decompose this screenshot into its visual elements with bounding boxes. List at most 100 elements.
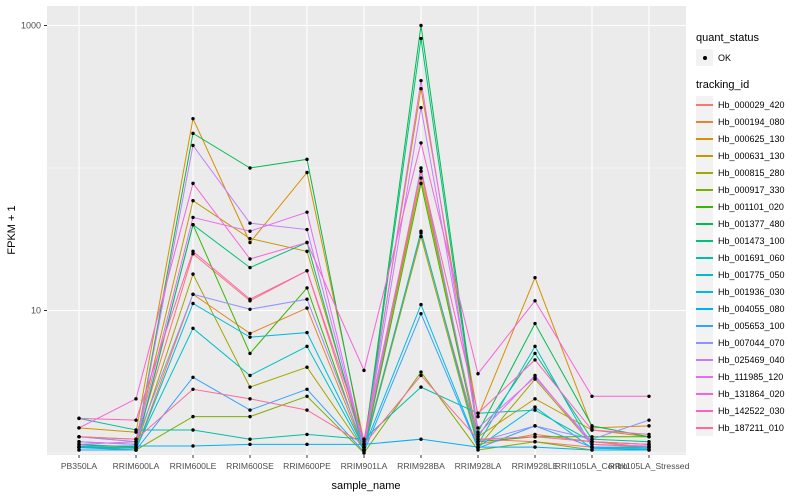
data-point bbox=[647, 442, 651, 447]
data-point bbox=[590, 428, 594, 432]
legend-item-tracking-id: Hb_000917_330 bbox=[696, 181, 798, 198]
data-point bbox=[191, 326, 195, 331]
data-point bbox=[362, 440, 366, 444]
series-color-swatch bbox=[696, 239, 713, 242]
x-tick-label: RRIM928BA bbox=[397, 461, 445, 471]
data-point bbox=[134, 448, 138, 452]
legend-item-label: Hb_131864_020 bbox=[718, 388, 785, 399]
data-point bbox=[134, 437, 138, 441]
data-point bbox=[476, 414, 480, 419]
legend-item-tracking-id: Hb_001377_480 bbox=[696, 215, 798, 232]
legend-key-line bbox=[696, 419, 713, 436]
legend-item-tracking-id: Hb_000029_420 bbox=[696, 96, 798, 113]
data-point bbox=[533, 321, 537, 326]
legend-item-tracking-id: Hb_025469_040 bbox=[696, 351, 798, 368]
data-point bbox=[647, 440, 651, 444]
legend-item-label: Hb_001775_050 bbox=[718, 269, 785, 280]
series-color-swatch bbox=[696, 205, 713, 208]
data-point bbox=[305, 240, 309, 245]
data-point bbox=[419, 169, 423, 173]
data-point bbox=[305, 394, 309, 398]
data-point bbox=[248, 397, 252, 401]
data-point bbox=[590, 448, 594, 452]
series-color-swatch bbox=[696, 120, 713, 123]
x-tick-label: RRIM600PE bbox=[283, 461, 331, 471]
data-point bbox=[476, 442, 480, 447]
data-point bbox=[362, 445, 366, 449]
data-point bbox=[305, 387, 309, 391]
series-color-swatch bbox=[696, 171, 713, 174]
data-point bbox=[476, 432, 480, 437]
data-point bbox=[77, 448, 81, 452]
data-point bbox=[191, 143, 195, 148]
legend-key-line bbox=[696, 147, 713, 164]
legend-item-label: OK bbox=[718, 52, 732, 63]
data-point bbox=[248, 297, 252, 301]
data-point bbox=[419, 437, 423, 441]
legend-item-tracking-id: Hb_001691_060 bbox=[696, 249, 798, 266]
series-color-swatch bbox=[696, 307, 713, 310]
legend-key-line bbox=[696, 385, 713, 402]
x-tick-label: RRIM928LE bbox=[512, 461, 559, 471]
data-point bbox=[77, 435, 81, 439]
legend-key-line bbox=[696, 300, 713, 317]
data-point bbox=[248, 442, 252, 447]
data-point bbox=[305, 297, 309, 301]
legend-item-label: Hb_111985_120 bbox=[718, 371, 784, 382]
data-point bbox=[647, 418, 651, 422]
series-color-swatch bbox=[696, 324, 713, 327]
data-point bbox=[134, 418, 138, 422]
legend-item-tracking-id: Hb_000194_080 bbox=[696, 113, 798, 130]
data-point bbox=[533, 445, 537, 449]
data-point bbox=[647, 448, 651, 452]
series-color-swatch bbox=[696, 256, 713, 259]
data-point bbox=[77, 416, 81, 421]
data-point bbox=[533, 344, 537, 349]
legend-item-tracking-id: Hb_004055_080 bbox=[696, 300, 798, 317]
x-tick-label: RRIM901LA bbox=[341, 461, 388, 471]
legend-item-label: Hb_000815_280 bbox=[718, 167, 785, 178]
data-point bbox=[476, 372, 480, 376]
data-point bbox=[248, 335, 252, 339]
data-point bbox=[305, 442, 309, 447]
data-point bbox=[419, 87, 423, 91]
legend-item-tracking-id: Hb_001473_100 bbox=[696, 232, 798, 249]
x-axis-title: sample_name bbox=[331, 480, 400, 492]
data-point bbox=[476, 426, 480, 430]
data-point bbox=[476, 411, 480, 415]
legend-item-label: Hb_001377_480 bbox=[718, 218, 785, 229]
data-point bbox=[77, 440, 81, 444]
data-point bbox=[305, 344, 309, 349]
point-marker-icon bbox=[702, 55, 707, 60]
legend-item-label: Hb_001691_060 bbox=[718, 252, 785, 263]
data-point bbox=[305, 330, 309, 335]
legend-key-line bbox=[696, 283, 713, 300]
data-point bbox=[419, 234, 423, 239]
series-color-swatch bbox=[696, 222, 713, 225]
data-point bbox=[248, 351, 252, 356]
series-color-swatch bbox=[696, 426, 713, 429]
legend-item-label: Hb_004055_080 bbox=[718, 303, 785, 314]
data-point bbox=[533, 432, 537, 437]
legend-key-line bbox=[696, 96, 713, 113]
data-point bbox=[191, 181, 195, 186]
data-point bbox=[248, 240, 252, 245]
legend-title-tracking-id: tracking_id bbox=[696, 79, 750, 91]
data-point bbox=[305, 306, 309, 310]
data-point bbox=[248, 236, 252, 241]
data-point bbox=[419, 311, 423, 316]
data-point bbox=[191, 249, 195, 254]
legend: quant_status OK tracking_id Hb_000029_42… bbox=[696, 32, 798, 436]
data-point bbox=[533, 440, 537, 444]
legend-item-label: Hb_001101_020 bbox=[718, 201, 784, 212]
data-point bbox=[647, 394, 651, 398]
data-point bbox=[419, 23, 423, 28]
y-tick-label: 1000 bbox=[21, 21, 41, 31]
legend-key-line bbox=[696, 317, 713, 334]
data-point bbox=[191, 428, 195, 432]
legend-item-label: Hb_000029_420 bbox=[718, 99, 785, 110]
series-color-swatch bbox=[696, 409, 713, 412]
legend-key-line bbox=[696, 181, 713, 198]
legend-item-label: Hb_000917_330 bbox=[718, 184, 785, 195]
